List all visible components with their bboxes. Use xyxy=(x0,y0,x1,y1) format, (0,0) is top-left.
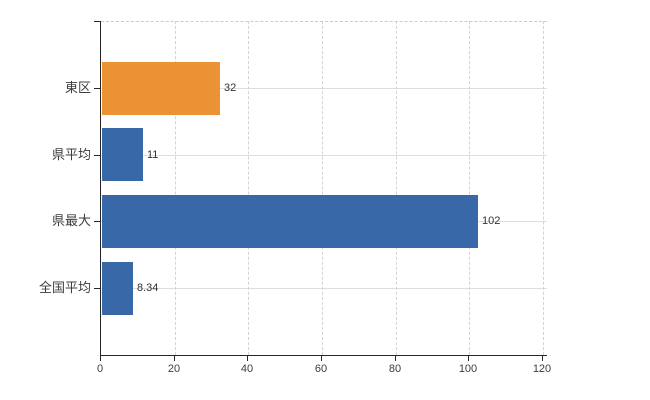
x-axis-tick xyxy=(100,356,101,361)
x-axis-tick-label-6: 120 xyxy=(532,363,552,375)
value-label-1: 11 xyxy=(147,149,159,161)
y-axis-tick xyxy=(94,88,100,89)
category-label-0: 東区 xyxy=(64,80,91,95)
x-axis-tick-label-5: 100 xyxy=(458,363,478,375)
y-axis-tick xyxy=(94,155,100,156)
category-label-3: 全国平均 xyxy=(38,280,91,295)
bar-0 xyxy=(102,62,220,115)
gridline-vertical xyxy=(322,21,323,355)
x-axis-tick-label-3: 60 xyxy=(314,363,328,375)
value-label-0: 32 xyxy=(224,82,237,94)
x-axis-tick-label-0: 0 xyxy=(96,363,104,375)
gridline-vertical xyxy=(396,21,397,355)
x-axis-tick xyxy=(174,356,175,361)
x-axis-tick-label-1: 20 xyxy=(167,363,181,375)
gridline-vertical xyxy=(469,21,470,355)
category-label-1: 県平均 xyxy=(51,147,91,162)
bar-2 xyxy=(102,195,478,248)
gridline-vertical xyxy=(543,21,544,355)
gridline-vertical xyxy=(248,21,249,355)
value-label-3: 8.34 xyxy=(137,282,159,294)
gridline-horizontal xyxy=(101,288,547,289)
y-axis-tick xyxy=(94,221,100,222)
y-axis-line xyxy=(100,21,101,355)
x-axis-tick xyxy=(321,356,322,361)
gridline-vertical xyxy=(175,21,176,355)
value-label-2: 102 xyxy=(482,215,501,227)
bar-3 xyxy=(102,262,133,315)
x-axis-line xyxy=(100,355,547,356)
x-axis-tick xyxy=(542,356,543,361)
x-axis-tick-label-2: 40 xyxy=(240,363,254,375)
x-axis-tick xyxy=(247,356,248,361)
y-axis-end-tick xyxy=(94,21,100,22)
plot-top-border xyxy=(101,21,547,22)
x-axis-tick-label-4: 80 xyxy=(388,363,402,375)
gridline-horizontal xyxy=(101,88,547,89)
x-axis-tick xyxy=(395,356,396,361)
y-axis-tick xyxy=(94,288,100,289)
category-label-2: 県最大 xyxy=(51,213,91,228)
gridline-horizontal xyxy=(101,155,547,156)
bar-1 xyxy=(102,128,143,181)
x-axis-tick xyxy=(468,356,469,361)
